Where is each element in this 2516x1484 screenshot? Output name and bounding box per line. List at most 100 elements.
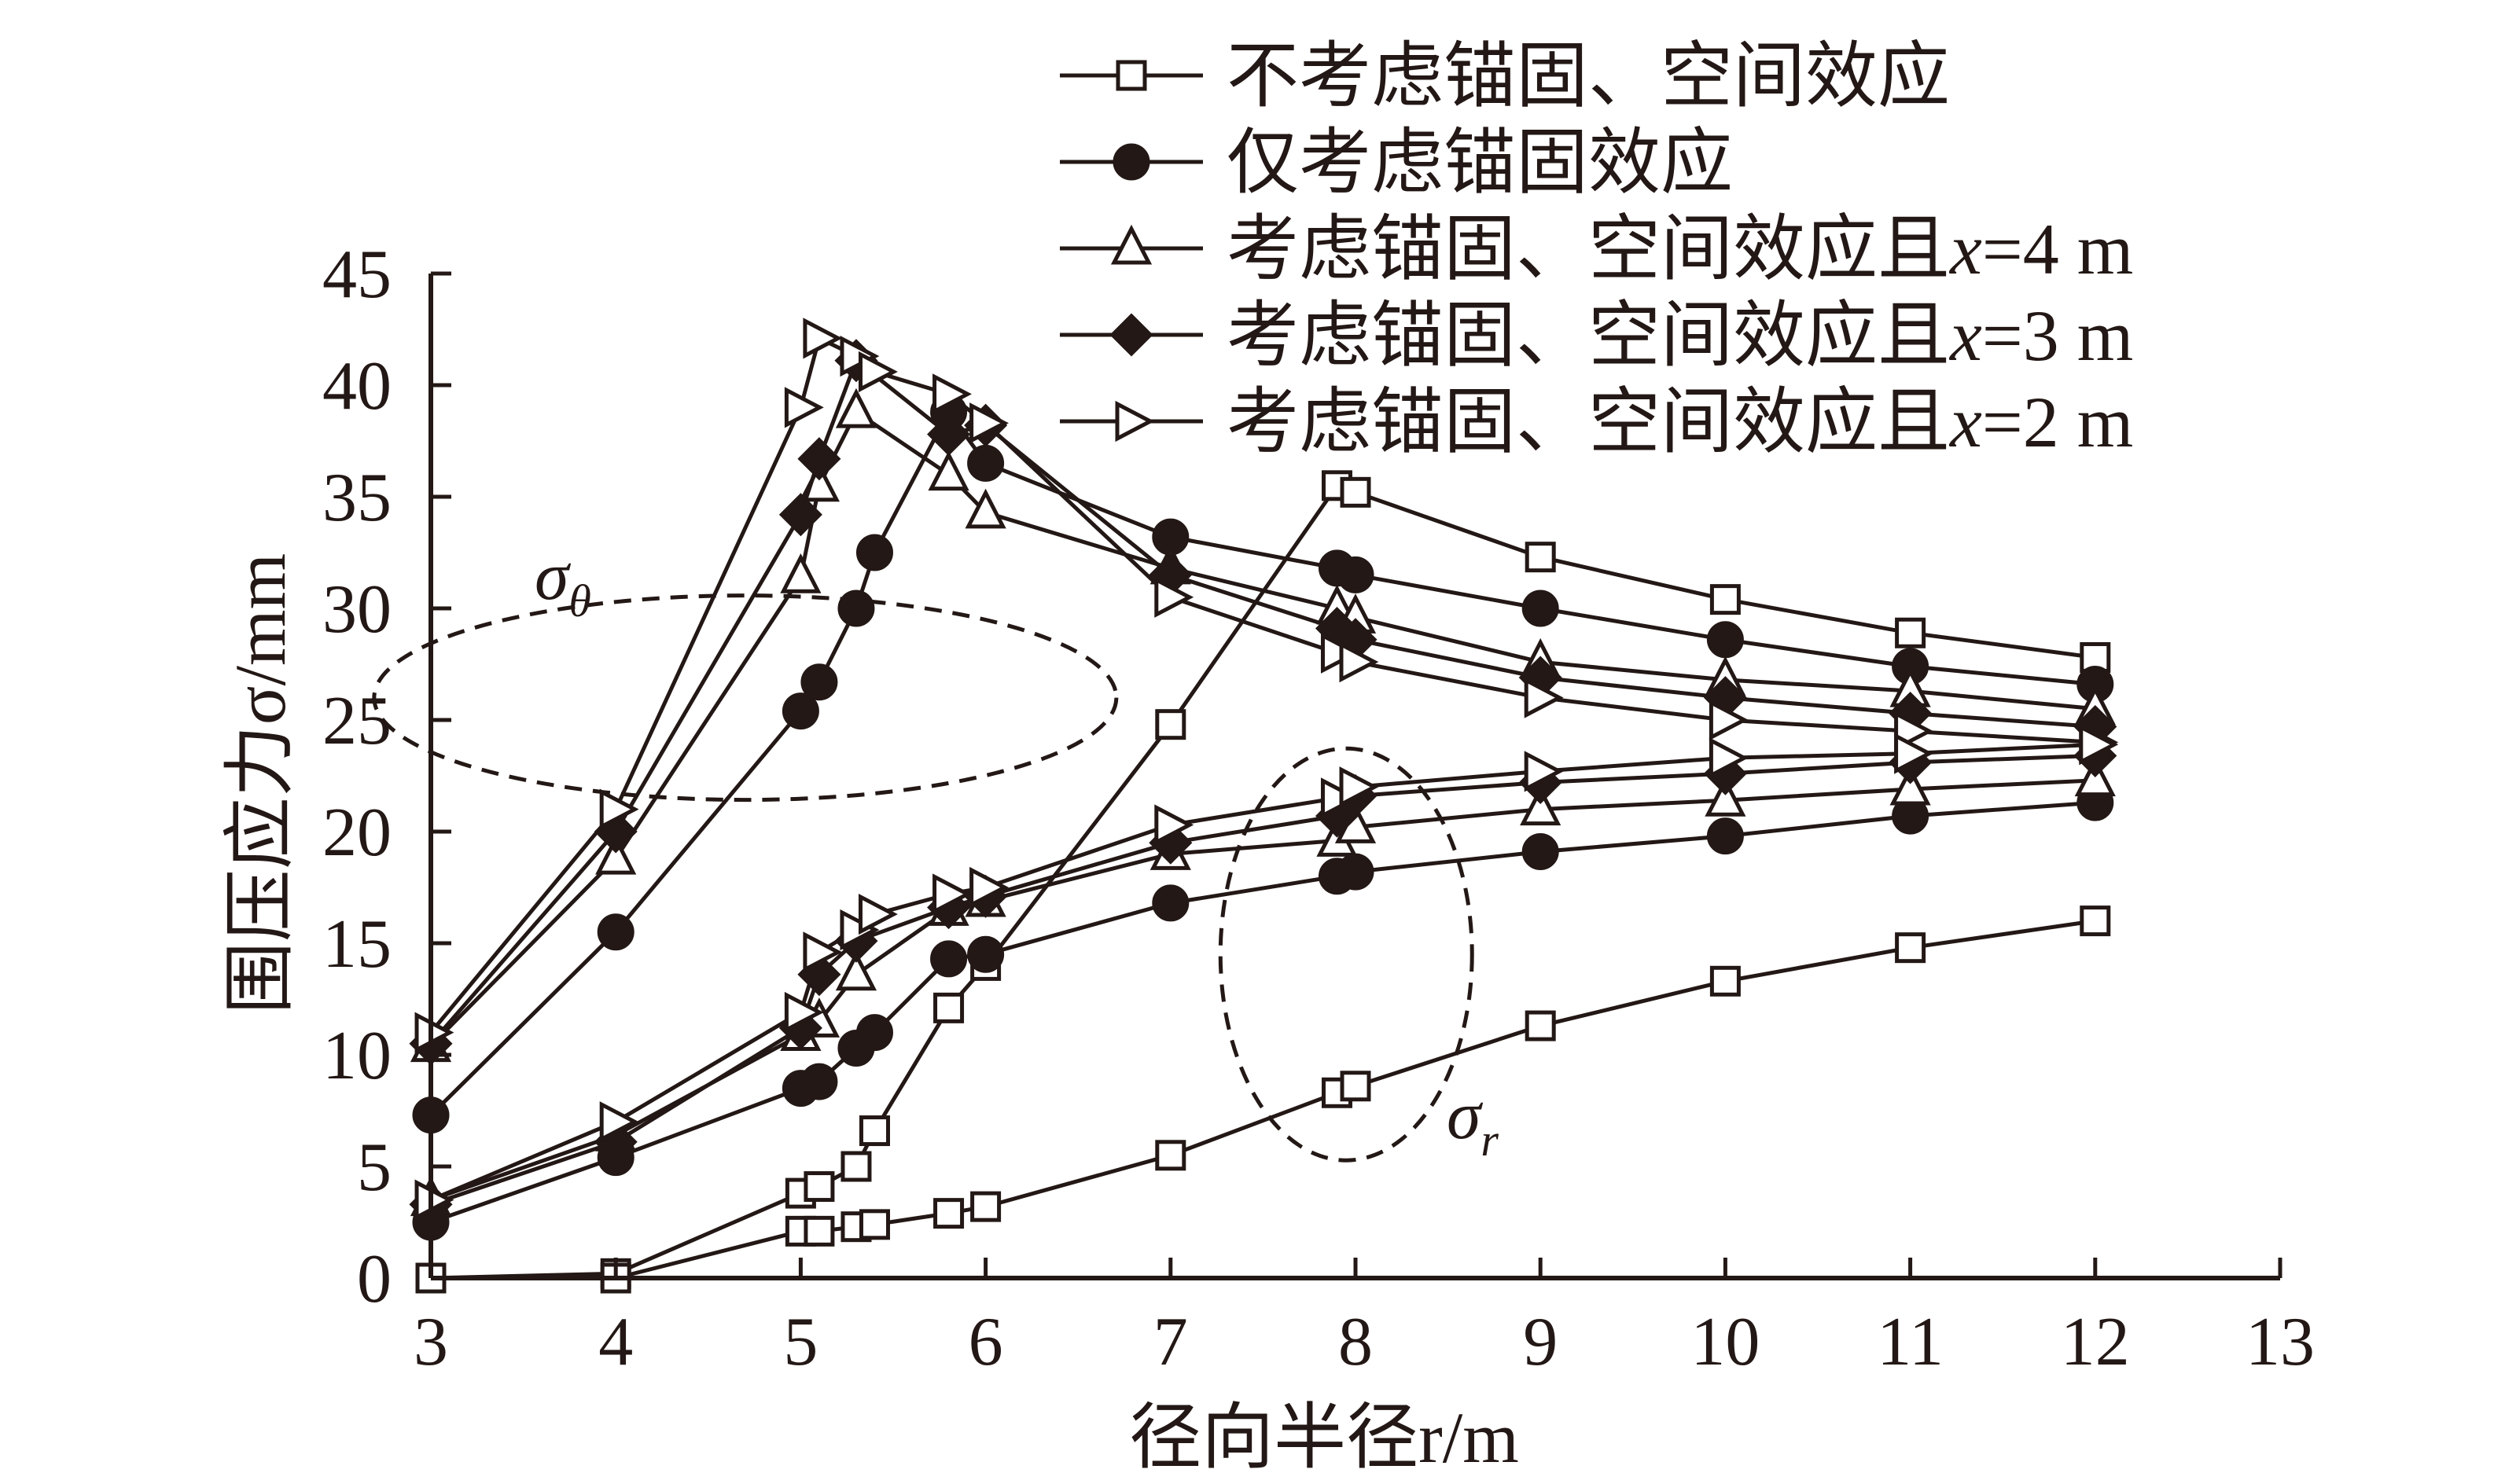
series-4-sigma-r-point [1339, 766, 1379, 808]
series-2-sigma-r-point [1705, 776, 1746, 817]
series-1-sigma-theta-point [1337, 556, 1374, 593]
series-4-sigma-theta-point [803, 318, 843, 359]
series-1-sigma-r-point [1706, 817, 1744, 855]
series-0-sigma-theta-point [804, 1171, 835, 1203]
series-1-sigma-r-point [855, 1014, 893, 1052]
legend-marker [1115, 400, 1155, 443]
series-4-sigma-r-point [840, 909, 880, 951]
series-4-sigma-r-point [858, 893, 898, 935]
series-0-sigma-theta-point [933, 992, 965, 1023]
series-0-sigma-r-point [1340, 1071, 1371, 1102]
series-2-sigma-r-point [1520, 785, 1561, 826]
series-0-sigma-theta-point [1155, 709, 1186, 740]
series-1-sigma-r-point [800, 1063, 838, 1100]
x-tick-label: 3 [414, 1304, 448, 1380]
series-1-sigma-theta-point [782, 692, 819, 730]
series-0-sigma-r-point [1155, 1140, 1186, 1171]
series-0-sigma-theta-point [1895, 617, 1926, 648]
series-1-sigma-theta-point [1706, 621, 1744, 659]
series-0-sigma-theta-point [841, 1151, 872, 1182]
legend-marker [1110, 224, 1153, 265]
series-1-sigma-theta-point [800, 663, 838, 701]
y-tick-label: 35 [322, 460, 392, 536]
series-0-sigma-r-point [970, 1191, 1002, 1222]
y-tick-label: 5 [357, 1130, 392, 1206]
legend-item-3: 考虑锚固、空间效应且x=3 m [1060, 296, 2133, 376]
series-4 [414, 318, 2119, 1221]
series-0-sigma-theta-point [1525, 542, 1556, 573]
legend-label: 考虑锚固、空间效应且x=2 m [1227, 382, 2133, 462]
series-1-sigma-r-point [1337, 853, 1374, 891]
legend-marker [1116, 60, 1147, 91]
series-2-sigma-r-line [430, 778, 2095, 1202]
annotation-0: σθ [535, 538, 591, 626]
y-tick-label: 0 [357, 1241, 392, 1317]
series-4-sigma-theta-point [784, 387, 824, 428]
series-1-sigma-theta-point [597, 913, 635, 951]
series-0 [415, 470, 2111, 1294]
series-0-sigma-r-point [804, 1215, 835, 1247]
series-0-sigma-r-point [933, 1198, 965, 1229]
x-axis-title: 径向半径r/m [1129, 1398, 1519, 1478]
legend-marker [1113, 143, 1150, 181]
series-1-sigma-r-point [1521, 833, 1559, 871]
series-0-sigma-r-point [2080, 905, 2111, 937]
series-0-sigma-r-point [1525, 1010, 1556, 1041]
legend-item-0: 不考虑锚固、空间效应 [1060, 36, 1950, 116]
series-0-sigma-theta-point [1709, 584, 1741, 615]
legend-label-suffix: =4 m [1982, 209, 2133, 289]
y-tick-label: 15 [322, 906, 392, 983]
annotation-base: σ [535, 538, 572, 615]
legend-item-4: 考虑锚固、空间效应且x=2 m [1060, 382, 2133, 462]
x-tick-label: 4 [598, 1304, 633, 1380]
legend-item-2: 考虑锚固、空间效应且x=4 m [1060, 209, 2133, 289]
series-1-sigma-theta-point [967, 444, 1005, 482]
sigma-theta-ellipse [372, 593, 1119, 803]
series-4-sigma-r-point [1524, 751, 1564, 792]
series-0-sigma-theta-point [859, 1115, 890, 1147]
y-tick-label: 20 [322, 795, 392, 871]
annotation-1: σr [1447, 1078, 1499, 1166]
x-tick-label: 5 [783, 1304, 818, 1380]
series-2-sigma-theta-point [965, 488, 1006, 529]
series-2-sigma-r-point [2074, 756, 2116, 797]
series-1 [412, 393, 2114, 1241]
series-3-sigma-theta-point [927, 412, 971, 457]
series-1-sigma-r-line [430, 800, 2095, 1225]
sigma-r-ellipse [1218, 746, 1474, 1163]
x-tick-label: 13 [2246, 1304, 2315, 1380]
series-0-sigma-theta-point [2080, 641, 2111, 673]
x-tick-label: 7 [1153, 1304, 1188, 1380]
legend-label: 仅考虑锚固效应 [1227, 123, 1733, 203]
legend-marker [1109, 313, 1153, 357]
legend-label: 不考虑锚固、空间效应 [1227, 36, 1950, 116]
y-tick-label: 30 [322, 571, 392, 648]
axes-layer: 3 4 5 6 7 8 9 10 11 12 13051015202530354045径向半径r/m… [220, 237, 2315, 1478]
x-tick-label: 9 [1523, 1304, 1558, 1380]
series-4-sigma-r-point [599, 1101, 639, 1143]
series-4-sigma-theta-point [599, 788, 639, 830]
series-0-sigma-r-point [859, 1209, 890, 1240]
series-4-sigma-r-point [784, 991, 824, 1034]
series-0-sigma-r-point [1895, 932, 1926, 964]
series-0-sigma-r-point [1321, 1077, 1352, 1108]
series-1-sigma-theta-point [855, 534, 893, 571]
series-4-sigma-theta-point [969, 402, 1009, 444]
legend-label: 考虑锚固、空间效应且x=4 m [1227, 209, 2133, 289]
annotation-sub: r [1481, 1115, 1499, 1166]
series-4-sigma-r-point [1709, 737, 1749, 779]
series-1-sigma-r-point [1152, 884, 1190, 922]
legend-label-prefix: 考虑锚固、空间效应且 [1227, 209, 1950, 289]
legend-item-1: 仅考虑锚固效应 [1060, 123, 1733, 203]
y-tick-label: 25 [322, 683, 392, 759]
series-4-sigma-r-point [1154, 804, 1194, 846]
series-4-sigma-r-point [1320, 777, 1360, 819]
series-4-sigma-theta-point [858, 351, 898, 393]
legend-label-prefix: 考虑锚固、空间效应且 [1227, 296, 1950, 376]
series-4-sigma-theta-point [1154, 576, 1194, 618]
series-4-sigma-theta-point [932, 373, 972, 415]
series-1-sigma-theta-line [429, 410, 2096, 1117]
